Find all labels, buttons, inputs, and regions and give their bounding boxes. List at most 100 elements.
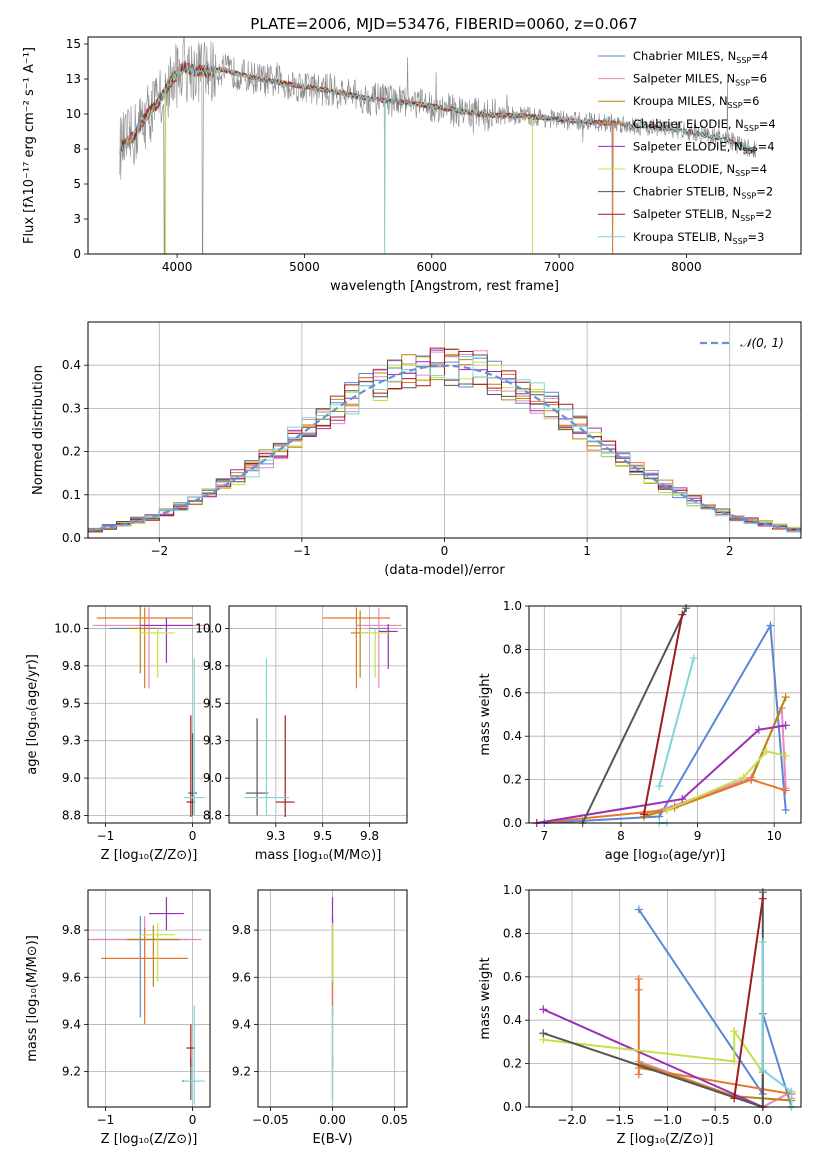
legend-label: Kroupa ELODIE, NSSP=4 <box>633 162 767 178</box>
weight-line <box>536 778 787 824</box>
y-tick-label: 9.5 <box>62 696 81 710</box>
y-axis-label: age [log₁₀(age/yr)] <box>25 654 40 775</box>
y-tick-label: 9.0 <box>203 771 222 785</box>
y-tick-label: 9.4 <box>232 1017 251 1031</box>
y-tick-label: 0.2 <box>503 773 522 787</box>
weight-marker <box>634 905 643 914</box>
model-spectrum <box>119 63 757 154</box>
axes-frame <box>87 36 802 255</box>
legend-subscript: SSP <box>735 79 750 88</box>
y-axis-label: mass weight <box>478 957 493 1039</box>
axes-frame <box>257 889 408 1108</box>
y-tick-label: 8 <box>73 142 81 156</box>
y-tick-label: 0.6 <box>503 686 522 700</box>
weight-line <box>666 750 786 811</box>
y-axis-label: mass weight <box>478 673 493 755</box>
weight-marker <box>766 621 775 630</box>
y-tick-label: 1.0 <box>503 883 522 897</box>
legend-label: Salpeter MILES, NSSP=6 <box>633 72 767 88</box>
y-tick-label: 0.4 <box>503 729 522 743</box>
legend-value: =3 <box>748 230 765 244</box>
figure-title: PLATE=2006, MJD=53476, FIBERID=0060, z=0… <box>250 15 637 33</box>
x-tick-label: 0.00 <box>319 1113 346 1127</box>
legend-label: Kroupa STELIB, NSSP=3 <box>633 230 764 246</box>
mass-vs-metallicity-panel: −1 0 9.2 9.4 9.6 9.8 Z [log₁₀(Z/Z⊙)] mass [log₁… <box>25 889 211 1147</box>
axes-frame <box>87 321 802 539</box>
y-tick-label: 3 <box>73 212 81 226</box>
axes-frame <box>87 605 211 824</box>
y-tick-label: 0.0 <box>503 816 522 830</box>
model-spectrum <box>119 62 533 154</box>
weight-marker <box>682 604 691 613</box>
x-tick-label: 8 <box>617 829 625 843</box>
weight-marker <box>678 610 687 619</box>
weight-marker <box>730 1057 739 1066</box>
x-tick-label: 2 <box>726 544 734 558</box>
age-vs-metallicity-panel: −1 0 8.8 9.0 9.3 9.5 9.8 10.0 Z [log₁₀(Z/Z⊙)] age… <box>25 605 211 863</box>
y-tick-label: 8.8 <box>203 809 222 823</box>
spectrum-legend: Chabrier MILES, NSSP=4 Salpeter MILES, NS… <box>598 49 776 246</box>
x-tick-label: 9.5 <box>313 829 332 843</box>
weight-marker <box>539 1005 548 1014</box>
weight-line <box>542 1008 764 1109</box>
legend-subscript: SSP <box>744 124 759 133</box>
x-axis-label: E(B-V) <box>312 1132 352 1147</box>
weight-marker <box>655 782 664 791</box>
y-axis-label: mass [log₁₀(M/M⊙)] <box>25 935 40 1062</box>
weight-marker <box>689 654 698 663</box>
x-tick-label: 0 <box>441 544 449 558</box>
x-tick-label: −1 <box>97 829 115 843</box>
y-tick-label: 9.2 <box>62 1065 81 1079</box>
legend-value: =6 <box>750 72 767 86</box>
model-spectrum <box>119 61 533 154</box>
x-tick-label: −1 <box>293 544 311 558</box>
weight-marker <box>781 721 790 730</box>
x-tick-label: −0.5 <box>701 1113 730 1127</box>
x-tick-label: 7 <box>541 829 549 843</box>
legend-label: 𝒩(0, 1) <box>740 336 784 350</box>
spectrum-panel: 4000 5000 6000 7000 8000 0 3 5 8 10 13 15 wavelength… <box>22 36 802 294</box>
legend-label: Salpeter ELODIE, NSSP=4 <box>633 139 775 155</box>
legend-subscript: SSP <box>733 237 748 246</box>
y-tick-label: 5 <box>73 177 81 191</box>
x-tick-label: 0 <box>189 829 197 843</box>
x-tick-label: 10 <box>767 829 782 843</box>
y-tick-label: 0.3 <box>62 401 81 415</box>
x-tick-label: 9.3 <box>266 829 285 843</box>
weight-line <box>642 614 684 815</box>
weight-marker <box>758 894 767 903</box>
legend-value: =4 <box>750 162 767 176</box>
weight-marker <box>781 786 790 795</box>
weight-line <box>543 1027 764 1073</box>
errorbars <box>88 897 205 1105</box>
x-tick-label: −1.5 <box>605 1113 634 1127</box>
y-tick-label: 10.0 <box>195 621 222 635</box>
model-spectrum <box>119 62 612 154</box>
legend-value: =2 <box>756 185 773 199</box>
axes-frame <box>528 605 802 824</box>
y-tick-label: 0.2 <box>503 1057 522 1071</box>
x-axis-label: age [log₁₀(age/yr)] <box>605 848 726 863</box>
legend-value: =4 <box>759 117 776 131</box>
legend-value: =4 <box>758 139 775 153</box>
histogram-step <box>88 356 801 535</box>
x-axis-label: wavelength [Angstrom, rest frame] <box>330 279 559 294</box>
weight-marker <box>762 747 771 756</box>
weight-marker <box>639 810 648 819</box>
y-tick-label: 9.2 <box>232 1065 251 1079</box>
spectrum-lines <box>119 37 757 254</box>
model-spectrum <box>119 62 613 154</box>
age-vs-mass-panel: 9.3 9.5 9.8 8.8 9.0 9.3 9.5 9.8 10.0 mass [log₁₀(… <box>195 605 408 863</box>
legend-label: Kroupa MILES, NSSP=6 <box>633 94 759 110</box>
weight-marker <box>781 693 790 702</box>
legend-value: =4 <box>751 49 768 63</box>
y-tick-label: 8.8 <box>62 809 81 823</box>
weight-marker <box>787 1087 796 1096</box>
weight-marker <box>758 1066 767 1075</box>
y-tick-label: 0.4 <box>62 358 81 372</box>
mass-vs-ebv-panel: −0.05 0.00 0.05 9.2 9.4 9.6 9.8 E(B-V) <box>232 889 408 1147</box>
weight-marker <box>539 1029 548 1038</box>
y-tick-label: 9.4 <box>62 1017 81 1031</box>
histogram-lines <box>88 347 801 535</box>
y-tick-label: 0.8 <box>503 926 522 940</box>
